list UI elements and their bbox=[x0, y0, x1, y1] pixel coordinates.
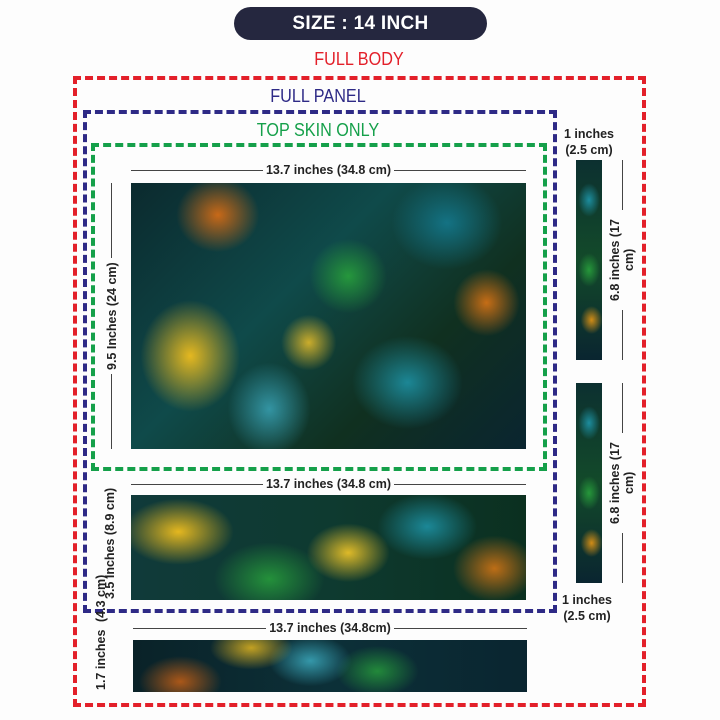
top-skin-artwork bbox=[131, 183, 526, 449]
top-skin-height-dimension: 9.5 Inches (24 cm) bbox=[105, 182, 119, 449]
dimension-text: 13.7 inches (34.8 cm) bbox=[265, 163, 392, 177]
dimension-text: (4.3 cm) bbox=[94, 574, 108, 622]
top-skin-label: TOP SKIN ONLY bbox=[256, 120, 380, 140]
side-strip-1-artwork bbox=[576, 160, 602, 360]
size-title-badge: SIZE : 14 INCH bbox=[234, 7, 487, 40]
side-strip-bottom-width: 1 inches (2.5 cm) bbox=[554, 592, 620, 624]
top-skin-width-dimension: 13.7 inches (34.8 cm) bbox=[131, 163, 527, 177]
dimension-text: 6.8 inches (17 cm) bbox=[608, 442, 636, 524]
front-strip-height-dimension: 1.7 inches (4.3 cm) bbox=[94, 574, 109, 694]
full-panel-outline bbox=[83, 110, 557, 613]
full-panel-label: FULL PANEL bbox=[270, 86, 366, 106]
side-strip-2-height-dimension: 6.8 inches (17 cm) bbox=[608, 383, 638, 583]
side-strip-2-artwork bbox=[576, 383, 602, 583]
bottom-panel-width-dimension: 13.7 inches (34.8 cm) bbox=[131, 477, 527, 491]
side-strip-1-height-dimension: 6.8 inches (17 cm) bbox=[608, 160, 638, 360]
dimension-text: (2.5 cm) bbox=[565, 143, 613, 157]
dimension-text: 1.7 inches bbox=[94, 629, 108, 690]
top-skin-outline bbox=[91, 143, 547, 471]
full-body-label: FULL BODY bbox=[314, 49, 404, 69]
full-body-outline bbox=[73, 76, 646, 707]
front-strip-artwork bbox=[133, 640, 527, 692]
dimension-text: (2.5 cm) bbox=[563, 609, 611, 623]
side-strip-top-width: 1 inches (2.5 cm) bbox=[556, 126, 622, 158]
dimension-text: 9.5 Inches (24 cm) bbox=[105, 262, 119, 370]
bottom-panel-artwork bbox=[131, 495, 526, 600]
dimension-text: 6.8 inches (17 cm) bbox=[608, 219, 636, 301]
dimension-text: 1 inches bbox=[563, 127, 615, 141]
front-strip-width-dimension: 13.7 inches (34.8cm) bbox=[133, 621, 528, 635]
dimension-text: 1 inches bbox=[561, 593, 613, 607]
dimension-text: 13.7 inches (34.8 cm) bbox=[265, 477, 392, 491]
dimension-text: 13.7 inches (34.8cm) bbox=[269, 621, 391, 635]
